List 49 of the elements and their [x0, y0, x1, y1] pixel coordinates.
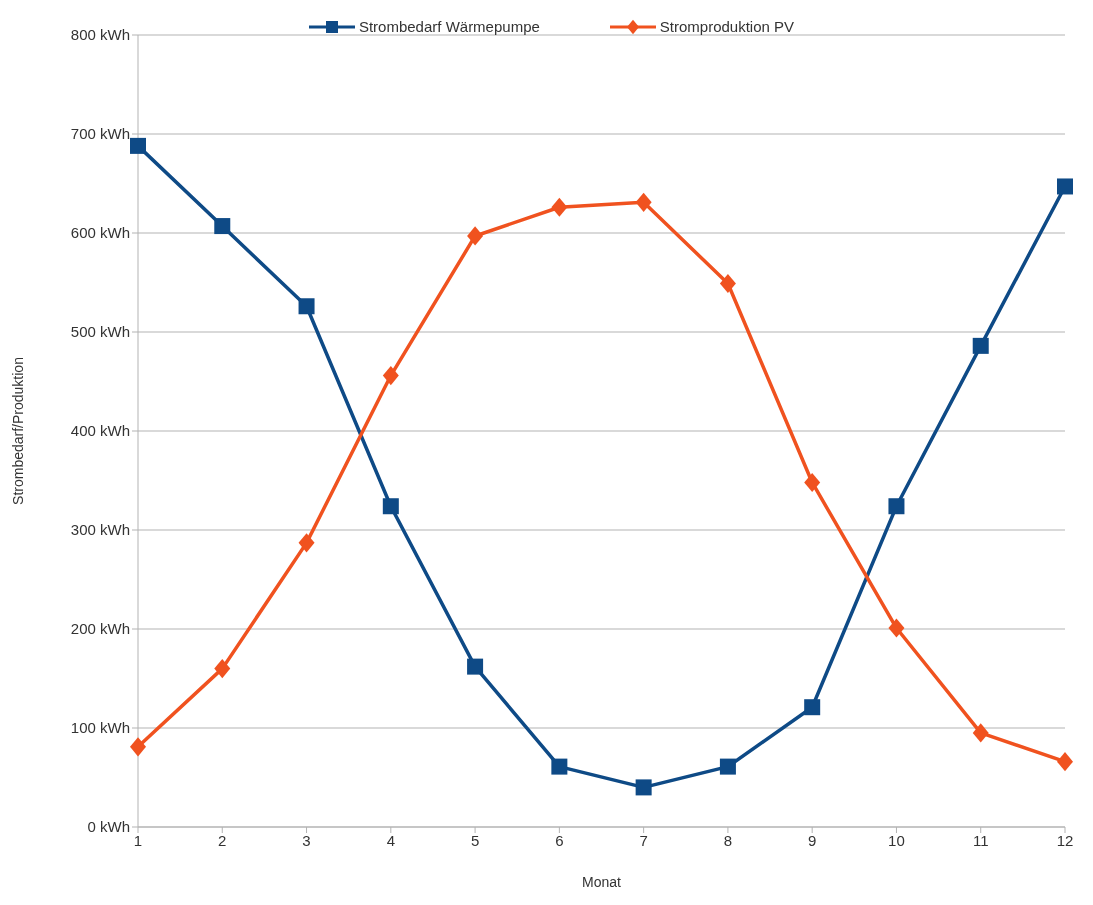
point	[382, 498, 399, 515]
x-tick-label: 7	[639, 831, 648, 849]
y-tick-label: 100 kWh	[70, 719, 130, 737]
point	[635, 779, 652, 796]
point	[719, 273, 736, 294]
point	[551, 197, 568, 217]
point	[1057, 752, 1073, 772]
x-axis-title: Monat	[582, 874, 622, 890]
point	[888, 618, 905, 638]
x-tick-label: 1	[133, 831, 143, 849]
point	[214, 659, 231, 679]
point	[972, 723, 989, 743]
point	[635, 192, 652, 212]
y-tick-label: 300 kWh	[70, 521, 130, 539]
x-tick-label: 4	[386, 831, 395, 849]
y-axis-title: Strombedarf/Produktion	[9, 357, 26, 505]
x-tick-label: 11	[972, 831, 989, 849]
y-tick-label: 200 kWh	[70, 620, 130, 638]
point	[467, 658, 484, 675]
x-tick-label: 9	[808, 831, 817, 849]
x-tick-label: 12	[1056, 831, 1074, 849]
point	[804, 699, 821, 716]
x-tick-label: 3	[302, 831, 311, 849]
point	[467, 226, 484, 246]
legend-label: Strombedarf Wärmepumpe	[358, 18, 540, 35]
x-tick-label: 8	[723, 831, 733, 849]
point	[382, 365, 399, 386]
y-tick-label: 800 kWh	[70, 26, 130, 44]
point	[888, 498, 905, 515]
x-tick-label: 2	[218, 831, 227, 849]
point	[804, 472, 821, 493]
point	[298, 298, 315, 315]
point	[130, 137, 146, 154]
point	[551, 758, 568, 775]
y-tick-label: 400 kWh	[70, 422, 130, 440]
legend-label: Stromproduktion PV	[659, 18, 795, 35]
y-tick-label: 600 kWh	[70, 224, 130, 242]
y-tick-label: 700 kWh	[70, 125, 130, 143]
x-tick-label: 10	[888, 831, 905, 849]
point	[972, 337, 989, 354]
point	[719, 758, 736, 775]
x-tick-label: 6	[555, 831, 564, 849]
point	[1057, 178, 1073, 195]
point	[298, 533, 315, 553]
y-tick-label: 0 kWh	[87, 818, 130, 836]
point	[130, 737, 146, 757]
x-tick-label: 5	[470, 831, 480, 849]
y-tick-label: 500 kWh	[70, 323, 130, 341]
point	[214, 218, 231, 235]
